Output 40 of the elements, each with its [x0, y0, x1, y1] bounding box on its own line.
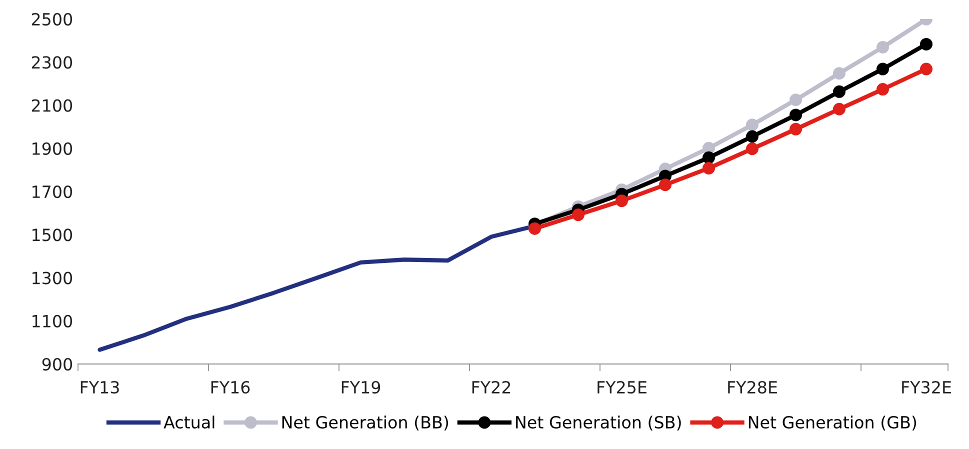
point — [833, 67, 846, 80]
point — [876, 62, 889, 76]
x-tick-label: FY22 — [472, 380, 510, 394]
point — [702, 162, 715, 174]
legend-label: Net Generation (SB) — [516, 416, 681, 431]
point — [616, 194, 628, 208]
point — [659, 178, 672, 192]
point — [746, 142, 758, 156]
point — [920, 62, 932, 76]
x-tick-label: FY28E — [728, 380, 777, 394]
y-tick-label: 1700 — [32, 185, 72, 198]
point — [702, 151, 715, 164]
point — [790, 108, 802, 122]
point — [746, 130, 758, 143]
point — [790, 122, 802, 136]
point — [833, 85, 846, 98]
point — [876, 40, 889, 54]
y-tick-label: 1100 — [32, 314, 72, 328]
y-tick-label: 1300 — [32, 272, 72, 284]
x-tick-label: FY13 — [80, 380, 119, 394]
point — [746, 118, 758, 132]
legend-label: Net Generation (BB) — [282, 416, 448, 431]
x-tick-label: FY32E — [902, 380, 951, 394]
legend-label: Net Generation (GB) — [748, 416, 916, 431]
x-tick-label: FY19 — [342, 380, 380, 394]
y-tick-label: 900 — [42, 358, 72, 371]
y-tick-label: 1900 — [32, 142, 72, 155]
point — [920, 38, 932, 50]
y-tick-label: 2500 — [32, 12, 72, 26]
y-tick-label: 1500 — [32, 228, 72, 242]
legend-label: Actual — [164, 416, 214, 429]
point — [876, 83, 889, 96]
point — [790, 94, 802, 106]
point — [572, 208, 584, 222]
point — [528, 222, 541, 235]
y-tick-label: 2300 — [32, 56, 72, 69]
x-tick-label: FY25E — [598, 380, 646, 394]
y-tick-label: 2100 — [32, 99, 72, 112]
point — [833, 102, 846, 116]
x-tick-label: FY16 — [211, 380, 250, 394]
